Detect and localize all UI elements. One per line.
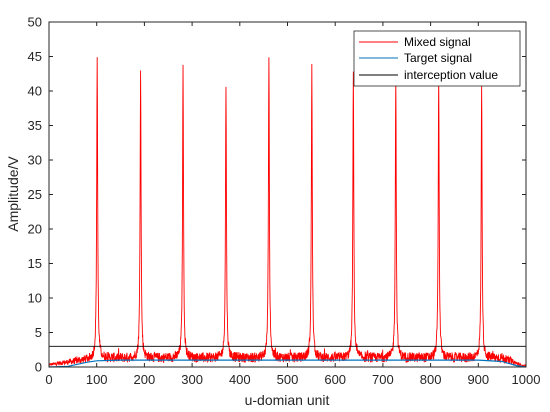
series-layer	[48, 57, 527, 368]
legend-label-mixed-signal: Mixed signal	[404, 35, 471, 49]
x-tick-label: 900	[467, 372, 489, 387]
y-tick-label: 45	[28, 49, 42, 64]
x-tick-label: 800	[420, 372, 442, 387]
y-tick-label: 5	[35, 325, 42, 340]
x-tick-label: 0	[45, 372, 52, 387]
x-tick-label: 600	[324, 372, 346, 387]
y-tick-label: 35	[28, 118, 42, 133]
y-tick-label: 10	[28, 291, 42, 306]
x-tick-label: 300	[181, 372, 203, 387]
x-tick-label: 200	[134, 372, 156, 387]
y-tick-label: 25	[28, 187, 42, 202]
y-tick-label: 40	[28, 84, 42, 99]
series-line-mixed-signal	[48, 57, 527, 368]
legend-label-target-signal: Target signal	[404, 51, 472, 65]
y-tick-label: 0	[35, 360, 42, 375]
legend-label-interception-value: interception value	[404, 68, 498, 82]
y-tick-label: 20	[28, 222, 42, 237]
x-tick-label: 500	[277, 372, 299, 387]
x-tick-label: 1000	[512, 372, 541, 387]
y-tick-label: 15	[28, 256, 42, 271]
y-tick-label: 30	[28, 153, 42, 168]
x-axis-label: u-domian unit	[245, 392, 330, 408]
x-tick-label: 100	[86, 372, 108, 387]
series-line-target-signal	[48, 359, 527, 368]
x-tick-label: 400	[229, 372, 251, 387]
y-axis-label: Amplitude/V	[5, 156, 21, 232]
y-tick-label: 50	[28, 15, 42, 30]
x-tick-label: 700	[372, 372, 394, 387]
ticks-layer: 0 100 200 300 400 500 600 700 800 900 1000 0 5 10 15 20…	[28, 15, 541, 388]
legend: Mixed signal Target signal interception …	[353, 30, 521, 87]
